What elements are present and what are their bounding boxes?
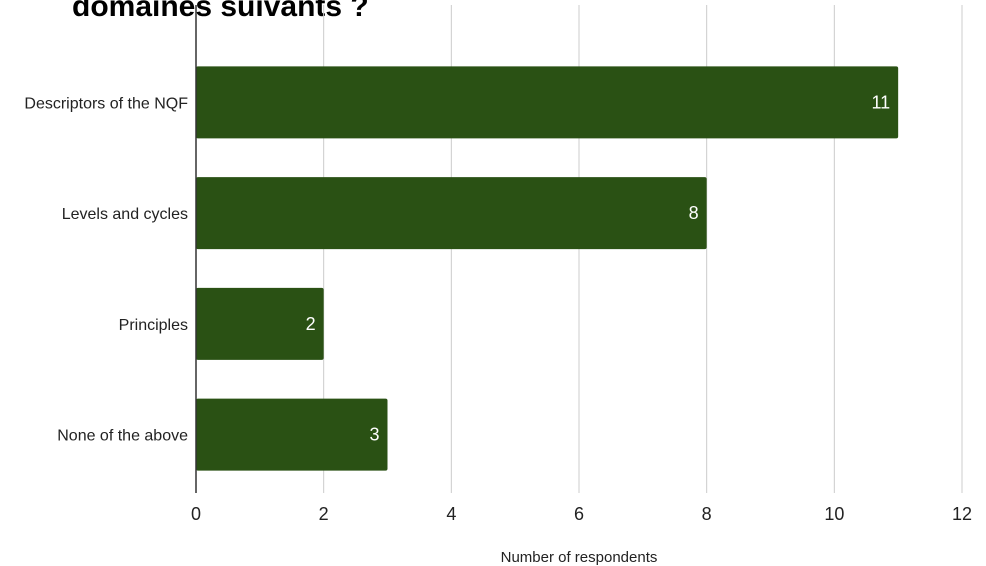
bar	[196, 177, 707, 250]
bars-group: 11 8 2 3	[196, 66, 899, 471]
x-tick-label: 6	[574, 504, 584, 524]
category-labels: Descriptors of the NQF Levels and cycles P…	[24, 95, 188, 444]
bar-value-label: 2	[306, 314, 316, 334]
x-tick-label: 10	[824, 504, 844, 524]
category-label: None of the above	[57, 428, 188, 445]
category-label: Principles	[119, 317, 188, 334]
bar	[196, 66, 899, 139]
category-label: Descriptors of the NQF	[24, 95, 188, 112]
category-label: Levels and cycles	[62, 206, 188, 223]
x-tick-label: 0	[191, 504, 201, 524]
bar-value-label: 3	[369, 425, 379, 445]
chart-title: domaines suivants ?	[72, 0, 369, 23]
x-tick-labels: 0 2 4 6 8 10 12	[191, 504, 972, 524]
x-tick-label: 2	[319, 504, 329, 524]
x-axis-title: Number of respondents	[501, 549, 658, 566]
bar	[196, 398, 388, 471]
x-tick-label: 8	[702, 504, 712, 524]
bar	[196, 287, 324, 360]
x-tick-label: 4	[446, 504, 456, 524]
bar-value-label: 11	[871, 92, 890, 112]
bar-value-label: 8	[689, 203, 699, 223]
x-tick-label: 12	[952, 504, 972, 524]
